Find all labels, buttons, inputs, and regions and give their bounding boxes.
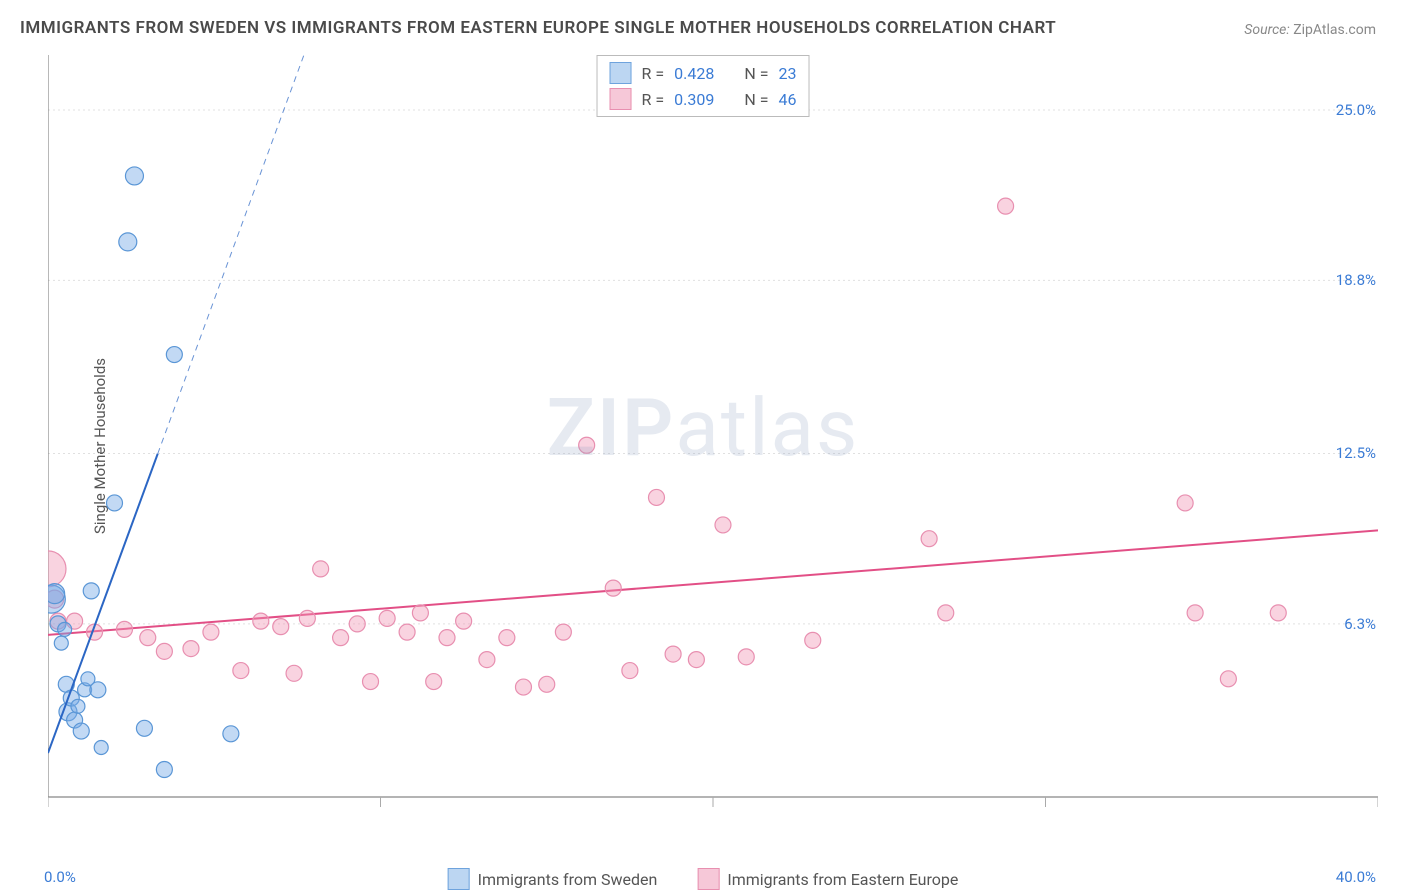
y-tick-label: 6.3% xyxy=(1344,615,1376,633)
r-value-series1: 0.428 xyxy=(674,64,714,83)
x-axis-min-label: 0.0% xyxy=(44,868,76,886)
chart-svg xyxy=(48,55,1378,825)
source-value: ZipAtlas.com xyxy=(1293,22,1376,38)
y-tick-label: 18.8% xyxy=(1336,271,1376,289)
legend-item-series2: Immigrants from Eastern Europe xyxy=(697,868,958,890)
series-legend: Immigrants from Sweden Immigrants from E… xyxy=(448,868,959,890)
chart-plot-area xyxy=(48,55,1378,825)
series1-name: Immigrants from Sweden xyxy=(478,870,658,889)
swatch-series2-bottom xyxy=(697,868,719,890)
swatch-series1-bottom xyxy=(448,868,470,890)
r-value-series2: 0.309 xyxy=(674,90,714,109)
series2-name: Immigrants from Eastern Europe xyxy=(727,870,958,889)
y-tick-label: 25.0% xyxy=(1336,101,1376,119)
n-value-series1: 23 xyxy=(778,64,796,83)
legend-row-series2: R = 0.309 N = 46 xyxy=(610,86,797,112)
swatch-series1 xyxy=(610,62,632,84)
legend-item-series1: Immigrants from Sweden xyxy=(448,868,658,890)
n-value-series2: 46 xyxy=(778,90,796,109)
correlation-legend: R = 0.428 N = 23 R = 0.309 N = 46 xyxy=(597,55,810,117)
x-axis-max-label: 40.0% xyxy=(1336,868,1376,886)
n-label: N = xyxy=(744,64,768,83)
source-label: Source: xyxy=(1244,22,1289,38)
y-tick-label: 12.5% xyxy=(1336,444,1376,462)
source-attribution: Source: ZipAtlas.com xyxy=(1244,22,1376,38)
chart-title: IMMIGRANTS FROM SWEDEN VS IMMIGRANTS FRO… xyxy=(20,18,1056,38)
swatch-series2 xyxy=(610,88,632,110)
n-label: N = xyxy=(744,90,768,109)
r-label: R = xyxy=(642,64,665,83)
legend-row-series1: R = 0.428 N = 23 xyxy=(610,60,797,86)
r-label: R = xyxy=(642,90,665,109)
